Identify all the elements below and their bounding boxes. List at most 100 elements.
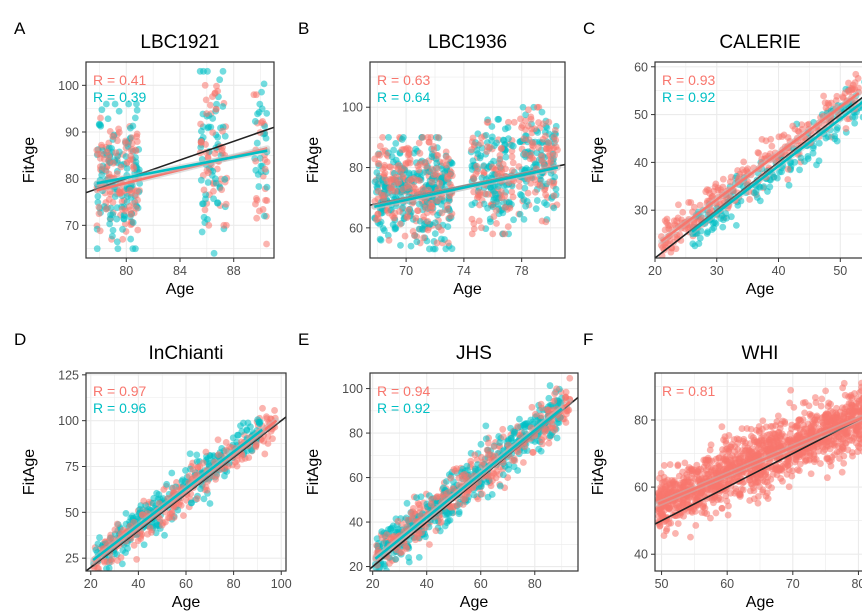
r-annotation-red: R = 0.93: [662, 72, 716, 88]
lines: [370, 163, 565, 210]
data-point-red: [525, 106, 532, 114]
data-point-teal: [516, 210, 524, 218]
data-point-teal: [550, 204, 558, 212]
data-point-red: [838, 468, 846, 476]
data-point-red: [133, 138, 141, 145]
data-point-red: [746, 497, 754, 504]
fit-line-teal: [691, 100, 862, 233]
y-tick-label: 80: [65, 172, 79, 186]
panel-title: JHS: [456, 343, 492, 364]
data-point-red: [551, 426, 559, 434]
data-point-teal: [204, 455, 212, 463]
data-point-red: [415, 139, 423, 147]
data-point-red: [823, 454, 831, 462]
data-point-red: [415, 166, 423, 174]
data-point-red: [776, 466, 784, 473]
data-point-red: [383, 151, 390, 158]
y-axis-title: FitAge: [305, 449, 322, 495]
data-point-red: [415, 501, 423, 509]
y-tick-label: 60: [634, 60, 648, 74]
y-tick-label: 100: [342, 382, 363, 396]
data-point-red: [478, 134, 485, 141]
data-point-teal: [383, 567, 390, 571]
data-point-red: [818, 395, 826, 403]
data-point-red: [114, 137, 121, 145]
data-point-red: [413, 188, 421, 196]
data-point-teal: [114, 245, 122, 253]
data-point-red: [245, 454, 253, 462]
data-point-teal: [238, 428, 246, 435]
data-point-red: [420, 213, 427, 220]
data-point-red: [115, 128, 123, 136]
data-point-teal: [494, 201, 502, 208]
data-point-red: [485, 439, 492, 447]
panel-title: WHI: [742, 343, 779, 364]
data-point-red: [820, 92, 827, 100]
data-point-red: [96, 163, 104, 171]
data-point-teal: [221, 175, 229, 183]
data-point-teal: [373, 169, 381, 176]
data-point-red: [541, 428, 549, 436]
data-point-red: [832, 415, 840, 423]
data-point-red: [666, 505, 674, 513]
data-point-red: [716, 470, 724, 477]
data-point-red: [108, 558, 115, 565]
data-point-red: [201, 81, 209, 89]
data-point-red: [720, 455, 728, 463]
data-point-red: [527, 179, 535, 187]
data-point-red: [388, 187, 396, 195]
data-point-red: [755, 149, 763, 157]
data-point-red: [501, 230, 509, 238]
data-point-red: [811, 416, 819, 424]
data-point-red: [852, 399, 860, 407]
data-point-red: [222, 200, 230, 208]
x-tick-label: 50: [833, 264, 847, 278]
data-point-red: [755, 428, 763, 436]
data-point-red: [197, 120, 204, 128]
data-point-red: [516, 431, 524, 439]
data-point-red: [268, 425, 276, 433]
data-point-red: [404, 144, 412, 152]
data-point-teal: [119, 225, 126, 233]
y-tick-label: 100: [58, 79, 79, 93]
data-point-red: [127, 211, 135, 218]
data-point-red: [514, 448, 522, 456]
data-point-red: [209, 129, 217, 136]
data-point-red: [210, 187, 217, 195]
data-point-red: [707, 441, 715, 449]
data-point-red: [214, 436, 222, 444]
data-point-red: [488, 163, 496, 171]
data-point-teal: [105, 564, 113, 571]
data-point-teal: [392, 555, 400, 563]
data-point-red: [430, 171, 438, 179]
data-point-red: [524, 189, 532, 197]
data-point-red: [545, 139, 553, 147]
data-point-red: [218, 186, 226, 194]
r-annotation-teal: R = 0.39: [93, 89, 147, 105]
data-point-red: [252, 442, 260, 449]
data-point-red: [854, 448, 861, 456]
data-point-red: [562, 419, 570, 426]
data-point-red: [805, 402, 813, 410]
data-point-red: [201, 206, 209, 214]
data-point-red: [708, 193, 716, 201]
data-point-teal: [833, 126, 841, 134]
data-point-red: [514, 423, 521, 430]
data-point-red: [856, 432, 862, 440]
data-point-teal: [504, 135, 512, 143]
panel-d: 20 40 60 80 100255075100125AgeFitAgeInChiant…: [14, 330, 292, 611]
data-point-teal: [168, 469, 176, 477]
x-tick-label: 20: [366, 577, 380, 591]
data-point-red: [794, 466, 802, 474]
data-point-red: [416, 177, 423, 185]
panel-title: LBC1936: [428, 32, 507, 53]
data-point-red: [521, 443, 529, 450]
data-point-red: [662, 483, 669, 490]
data-point-red: [443, 489, 451, 497]
data-point-red: [261, 450, 269, 458]
x-tick-label: 20: [648, 264, 662, 278]
data-point-red: [554, 146, 561, 154]
data-point-teal: [708, 226, 716, 233]
data-point-red: [134, 226, 142, 234]
data-point-teal: [127, 235, 135, 243]
